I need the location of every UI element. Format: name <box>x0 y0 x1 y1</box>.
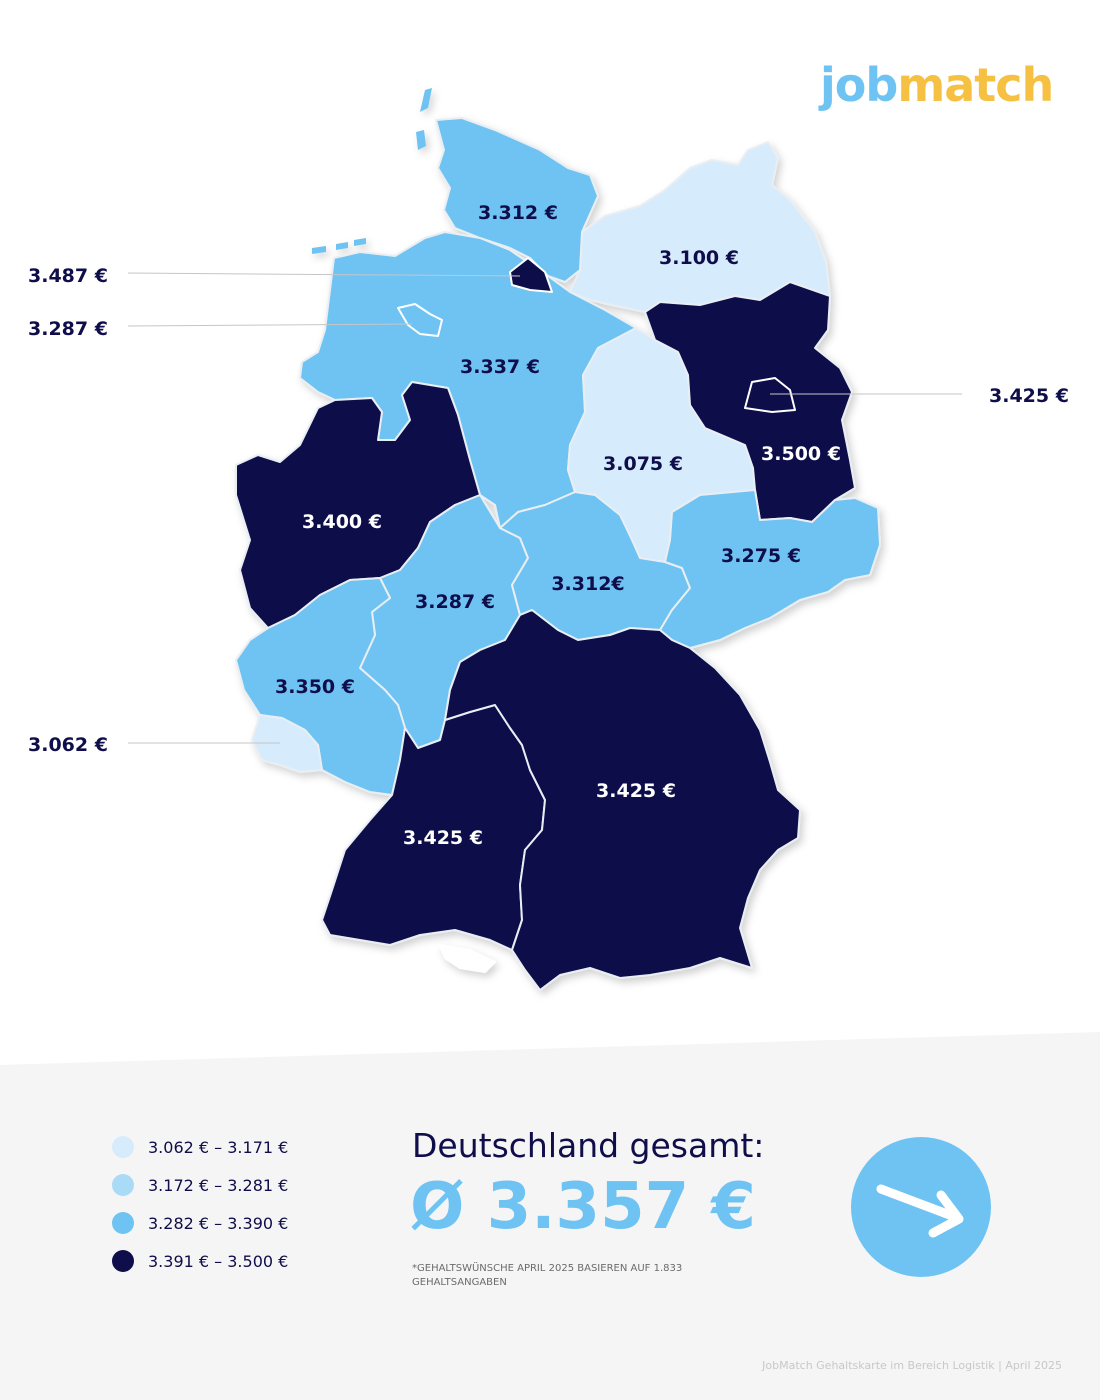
label-mecklenburg-vorpommern: 3.100 € <box>659 247 739 269</box>
legend-label: 3.172 € – 3.281 € <box>148 1175 289 1195</box>
label-nordrhein-westfalen: 3.400 € <box>302 511 382 533</box>
label-thueringen: 3.312€ <box>551 573 624 595</box>
label-schleswig-holstein: 3.312 € <box>478 202 558 224</box>
region-berlin[interactable] <box>744 377 796 413</box>
legend-swatch <box>112 1136 134 1158</box>
islands-north <box>312 88 432 254</box>
arrow-right-icon <box>876 1184 964 1238</box>
next-arrow-button[interactable] <box>851 1137 991 1277</box>
callout-hamburg: 3.487 € <box>28 265 108 287</box>
callout-lines <box>127 272 962 744</box>
label-bayern: 3.425 € <box>596 780 676 802</box>
label-hessen: 3.287 € <box>415 591 495 613</box>
legend-label: 3.391 € – 3.500 € <box>148 1251 289 1271</box>
label-sachsen-anhalt: 3.075 € <box>603 453 683 475</box>
region-saarland[interactable] <box>251 714 323 773</box>
legend-swatch <box>112 1174 134 1196</box>
bottom-panel <box>0 1032 1100 1400</box>
legend-label: 3.282 € – 3.390 € <box>148 1213 289 1233</box>
region-sachsen[interactable] <box>659 489 881 649</box>
region-bremen[interactable] <box>397 303 443 337</box>
legend-label: 3.062 € – 3.171 € <box>148 1137 289 1157</box>
legend-swatch <box>112 1212 134 1234</box>
label-rheinland-pfalz: 3.350 € <box>275 676 355 698</box>
legend-item: 3.172 € – 3.281 € <box>112 1166 288 1204</box>
label-baden-wuerttemberg: 3.425 € <box>403 827 483 849</box>
footnote: *Gehaltswünsche April 2025 basieren auf … <box>412 1263 683 1288</box>
label-sachsen: 3.275 € <box>721 545 801 567</box>
region-mecklenburg-vorpommern[interactable] <box>569 141 831 313</box>
region-bayern[interactable] <box>444 609 801 991</box>
lake-constance <box>439 944 496 973</box>
region-schleswig-holstein[interactable] <box>435 117 599 283</box>
region-hamburg[interactable] <box>509 257 553 293</box>
legend-item: 3.391 € – 3.500 € <box>112 1242 288 1280</box>
callout-saarland: 3.062 € <box>28 734 108 756</box>
legend-swatch <box>112 1250 134 1272</box>
legend-item: 3.282 € – 3.390 € <box>112 1204 288 1242</box>
callout-bremen: 3.287 € <box>28 318 108 340</box>
legend-item: 3.062 € – 3.171 € <box>112 1128 288 1166</box>
label-brandenburg: 3.500 € <box>761 443 841 465</box>
callout-berlin: 3.425 € <box>989 385 1069 407</box>
legend: 3.062 € – 3.171 € 3.172 € – 3.281 € 3.28… <box>112 1128 288 1280</box>
total-average-value: Ø 3.357 € <box>410 1170 756 1244</box>
jobmatch-logo: jobmatch <box>820 58 1054 112</box>
label-niedersachsen: 3.337 € <box>460 356 540 378</box>
footer-source: JobMatch Gehaltskarte im Bereich Logisti… <box>762 1359 1062 1372</box>
total-heading: Deutschland gesamt: <box>412 1126 765 1165</box>
